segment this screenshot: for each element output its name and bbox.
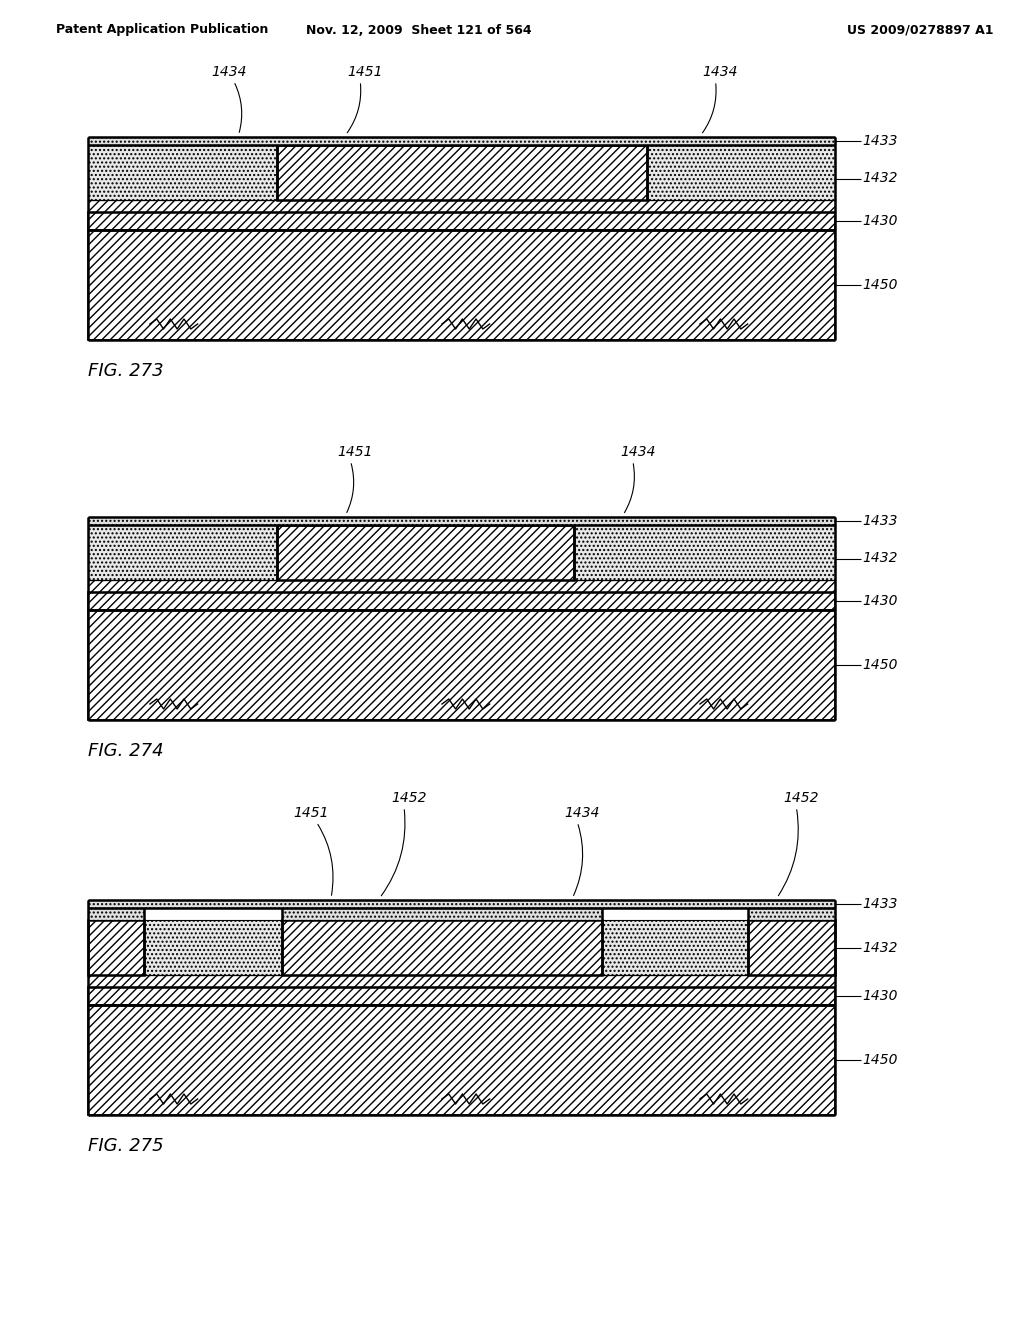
Bar — [144, 920, 283, 975]
Text: 1432: 1432 — [862, 940, 898, 954]
Text: 1430: 1430 — [862, 214, 898, 228]
Text: 1450: 1450 — [862, 279, 898, 292]
Bar — [88, 975, 836, 987]
Bar — [88, 201, 836, 213]
Text: 1430: 1430 — [862, 989, 898, 1003]
Text: 1451: 1451 — [347, 65, 383, 79]
Text: Nov. 12, 2009  Sheet 121 of 564: Nov. 12, 2009 Sheet 121 of 564 — [306, 24, 531, 37]
Text: FIG. 273: FIG. 273 — [88, 362, 163, 380]
Bar — [88, 145, 278, 201]
Text: 1430: 1430 — [862, 594, 898, 609]
Bar — [278, 145, 647, 201]
Text: 1451: 1451 — [294, 807, 330, 820]
Text: 1432: 1432 — [862, 172, 898, 186]
Bar — [88, 920, 144, 975]
Text: US 2009/0278897 A1: US 2009/0278897 A1 — [847, 24, 993, 37]
Text: 1452: 1452 — [783, 791, 819, 805]
Bar — [283, 920, 602, 975]
Text: 1450: 1450 — [862, 657, 898, 672]
Text: 1433: 1433 — [862, 513, 898, 528]
Text: 1434: 1434 — [564, 807, 600, 820]
Bar — [88, 908, 144, 920]
Text: 1434: 1434 — [211, 65, 247, 79]
Bar — [88, 591, 836, 610]
Bar — [88, 900, 836, 908]
Bar — [748, 920, 836, 975]
Text: 1450: 1450 — [862, 1053, 898, 1067]
Bar — [88, 579, 836, 591]
Bar — [647, 145, 836, 201]
Text: 1451: 1451 — [338, 445, 373, 459]
Text: 1432: 1432 — [862, 552, 898, 565]
Text: 1452: 1452 — [391, 791, 427, 805]
Bar — [88, 230, 836, 341]
Bar — [88, 1005, 836, 1115]
Text: 1434: 1434 — [620, 445, 655, 459]
Text: Patent Application Publication: Patent Application Publication — [56, 24, 269, 37]
Bar — [574, 525, 836, 579]
Bar — [88, 213, 836, 230]
Bar — [88, 137, 836, 145]
Bar — [283, 908, 602, 920]
Text: FIG. 275: FIG. 275 — [88, 1137, 163, 1155]
Text: 1433: 1433 — [862, 898, 898, 911]
Bar — [278, 525, 574, 579]
Text: 1433: 1433 — [862, 135, 898, 148]
Bar — [88, 610, 836, 719]
Text: FIG. 274: FIG. 274 — [88, 742, 163, 760]
Bar — [88, 987, 836, 1005]
Text: 1434: 1434 — [702, 65, 738, 79]
Bar — [88, 517, 836, 525]
Bar — [748, 908, 836, 920]
Bar — [88, 525, 278, 579]
Bar — [602, 920, 748, 975]
